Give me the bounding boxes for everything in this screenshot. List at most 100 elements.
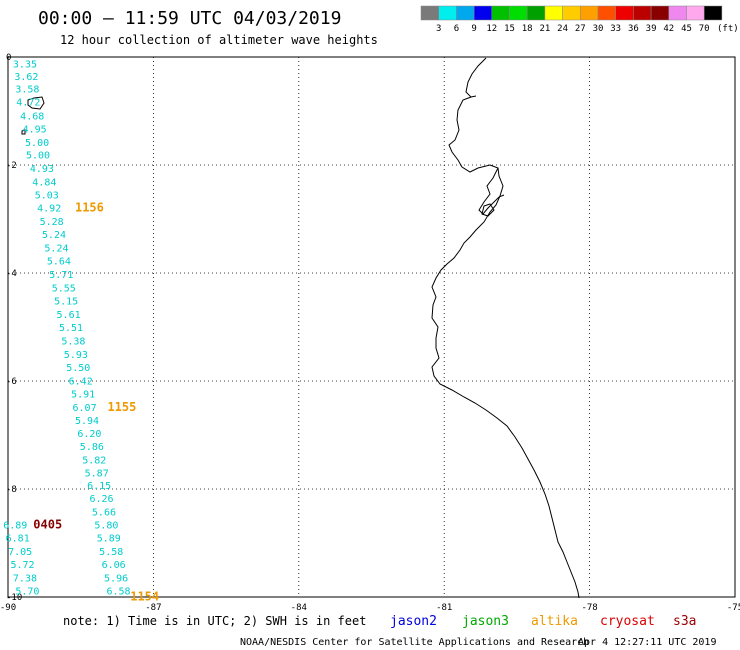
wave-height-value: 5.96 — [104, 574, 128, 585]
gulf-of-guayaquil-inlet — [478, 167, 505, 215]
color-scale-swatch — [456, 5, 475, 21]
wave-height-value: 5.80 — [94, 521, 118, 532]
wave-height-value: 5.38 — [61, 337, 85, 348]
puna-island — [481, 203, 495, 217]
y-tick-label: -2 — [6, 161, 17, 171]
y-tick-label: -4 — [6, 269, 17, 279]
color-scale-swatch — [544, 5, 563, 21]
color-scale-swatch — [526, 5, 546, 21]
wave-height-value: 6.81 — [6, 534, 30, 545]
color-scale-label: 27 — [575, 24, 586, 34]
wave-height-value: 4.92 — [37, 204, 61, 215]
color-scale-swatch — [438, 5, 457, 21]
wave-height-value: 5.61 — [57, 310, 81, 321]
color-scale-label: 33 — [610, 24, 621, 34]
satellite-legend: jason2 jason3 altika cryosat s3a — [390, 614, 696, 629]
color-scale-label: 18 — [522, 24, 533, 34]
color-scale-label: 12 — [486, 24, 497, 34]
pass-time-label: 0405 — [33, 518, 62, 532]
legend-altika: altika — [531, 614, 578, 629]
color-scale-swatch — [686, 5, 705, 21]
color-scale-label: 42 — [663, 24, 674, 34]
wave-height-value: 5.24 — [44, 244, 68, 255]
color-scale-label: 39 — [646, 24, 657, 34]
map-frame — [7, 56, 736, 598]
wave-height-value: 5.91 — [71, 389, 95, 400]
pass-time-label: 1154 — [130, 589, 159, 603]
wave-height-value: 5.15 — [54, 297, 78, 308]
legend-jason2: jason2 — [390, 614, 437, 629]
y-tick-label: -8 — [6, 485, 17, 495]
color-scale-label: 9 — [471, 24, 476, 34]
color-scale-unit: (ft) — [717, 24, 739, 34]
wave-height-value: 6.15 — [87, 481, 111, 492]
wave-height-value: 6.26 — [89, 494, 113, 505]
wave-height-value: 5.55 — [52, 284, 76, 295]
y-tick-label: 0 — [6, 53, 11, 63]
wave-height-value: 4.72 — [16, 97, 40, 108]
wave-height-value: 6.42 — [69, 376, 93, 387]
x-tick-label: -84 — [291, 603, 307, 613]
wave-height-value: 5.71 — [49, 270, 73, 281]
wave-height-value: 5.24 — [42, 230, 66, 241]
wave-height-value: 5.93 — [64, 350, 88, 361]
y-tick-label: -6 — [6, 377, 17, 387]
wave-height-value: 6.07 — [73, 403, 97, 414]
coast-river-mark — [470, 95, 477, 98]
wave-height-value: 5.66 — [92, 508, 116, 519]
wave-height-value: 5.00 — [25, 138, 49, 149]
map-subtitle: 12 hour collection of altimeter wave hei… — [60, 33, 378, 47]
wave-height-value: 6.89 — [3, 521, 27, 532]
wave-height-value: 5.03 — [35, 191, 59, 202]
map-grid — [8, 57, 735, 597]
color-scale-label: 3 — [436, 24, 441, 34]
wave-height-value: 4.84 — [32, 178, 56, 189]
x-tick-label: -90 — [0, 603, 16, 613]
wave-height-value: 5.89 — [97, 534, 121, 545]
wave-height-value: 6.20 — [77, 429, 101, 440]
color-scale-label: 36 — [628, 24, 639, 34]
color-scale-swatch — [597, 5, 616, 21]
color-scale-swatch — [615, 5, 634, 21]
wave-height-value: 7.05 — [8, 547, 32, 558]
x-tick-label: -78 — [581, 603, 597, 613]
wave-height-value: 5.00 — [26, 151, 50, 162]
legend-cryosat: cryosat — [600, 614, 655, 629]
galapagos-island-isabela — [27, 96, 45, 110]
wave-height-value: 5.70 — [15, 587, 39, 598]
color-scale-label: 30 — [593, 24, 604, 34]
pass-time-labels: 1156 1155 0405 1154 — [33, 201, 159, 604]
footer-note: note: 1) Time is in UTC; 2) SWH is in fe… — [63, 614, 366, 628]
x-tick-label: -75 — [727, 603, 740, 613]
wave-height-value: 4.95 — [23, 124, 47, 135]
color-scale-swatch — [580, 5, 599, 21]
pass-time-label: 1155 — [107, 400, 136, 414]
legend-jason3: jason3 — [462, 614, 509, 629]
color-scale-label: 21 — [539, 24, 550, 34]
wave-height-value: 6.06 — [102, 560, 126, 571]
color-scale-label: 6 — [454, 24, 459, 34]
wave-height-value: 5.87 — [85, 468, 109, 479]
wave-height-value: 7.38 — [13, 574, 37, 585]
y-tick-label: -10 — [6, 593, 22, 603]
galapagos-island-small — [21, 129, 26, 135]
color-scale-swatch — [650, 5, 670, 21]
wave-height-value: 3.58 — [15, 84, 39, 95]
color-scale-swatch — [420, 5, 439, 21]
wave-height-value: 3.35 — [13, 59, 37, 70]
color-scale-swatch — [491, 5, 510, 21]
color-scale-swatch — [703, 5, 723, 21]
wave-height-value: 5.28 — [40, 217, 64, 228]
wave-height-value: 4.68 — [20, 111, 44, 122]
wave-height-value: 3.62 — [14, 72, 38, 83]
wave-height-points: 3.35 3.623.58 4.72 4.68 4.95 5.00 5.00 4.93 4.84… — [3, 59, 130, 597]
map-title: 00:00 – 11:59 UTC 04/03/2019 — [38, 8, 341, 29]
x-tick-label: -87 — [145, 603, 161, 613]
wave-height-value: 5.82 — [82, 455, 106, 466]
color-scale-swatch — [562, 5, 581, 21]
color-scale-label: 70 — [699, 24, 710, 34]
color-scale-label: 45 — [681, 24, 692, 34]
color-scale-label: 15 — [504, 24, 515, 34]
wave-height-value: 5.86 — [80, 442, 104, 453]
